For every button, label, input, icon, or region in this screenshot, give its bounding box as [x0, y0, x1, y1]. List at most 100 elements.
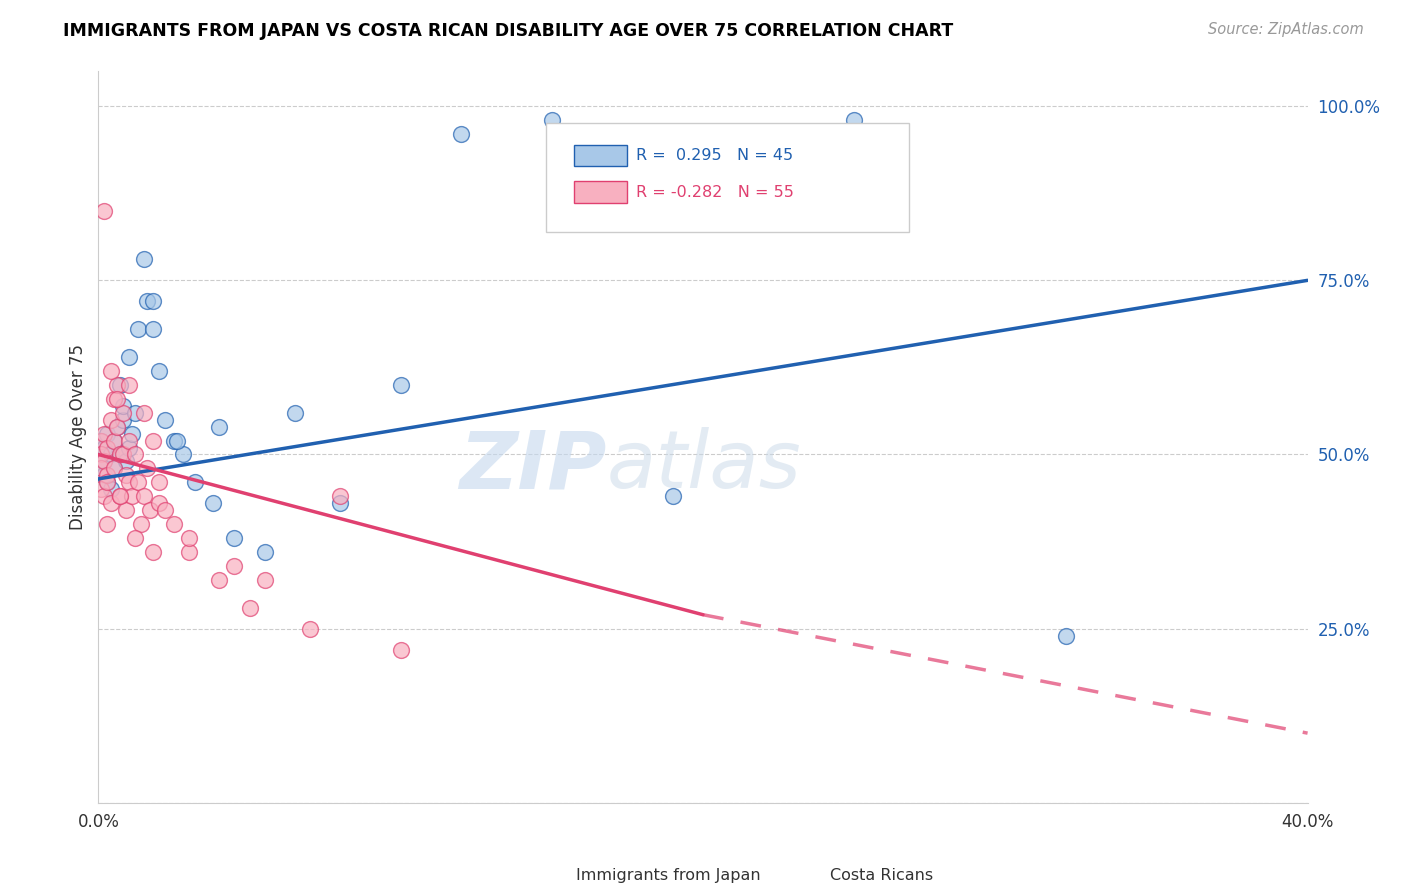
Point	[179, 531, 201, 545]
FancyBboxPatch shape	[519, 863, 568, 888]
Point	[184, 475, 207, 490]
Point	[153, 503, 176, 517]
Point	[132, 252, 155, 267]
Point	[114, 468, 136, 483]
Point	[253, 545, 276, 559]
Point	[93, 441, 115, 455]
Point	[540, 113, 562, 128]
Point	[105, 377, 128, 392]
Point	[389, 377, 412, 392]
Point	[96, 426, 118, 441]
Point	[96, 441, 118, 455]
Point	[105, 419, 128, 434]
Point	[132, 406, 155, 420]
Point	[103, 461, 125, 475]
Point	[208, 573, 231, 587]
Point	[124, 448, 146, 462]
Point	[844, 113, 866, 128]
Point	[1054, 629, 1077, 643]
Point	[105, 419, 128, 434]
Point	[179, 545, 201, 559]
FancyBboxPatch shape	[773, 863, 821, 888]
Point	[93, 454, 115, 468]
Point	[103, 434, 125, 448]
Point	[114, 503, 136, 517]
Point	[103, 392, 125, 406]
Point	[108, 448, 131, 462]
Point	[142, 294, 165, 309]
Point	[111, 448, 134, 462]
Point	[166, 434, 188, 448]
Point	[284, 406, 307, 420]
FancyBboxPatch shape	[574, 181, 627, 202]
Text: Immigrants from Japan: Immigrants from Japan	[576, 869, 761, 883]
Point	[108, 489, 131, 503]
Point	[118, 350, 141, 364]
Point	[93, 489, 115, 503]
Point	[96, 475, 118, 490]
Point	[224, 531, 246, 545]
Text: IMMIGRANTS FROM JAPAN VS COSTA RICAN DISABILITY AGE OVER 75 CORRELATION CHART: IMMIGRANTS FROM JAPAN VS COSTA RICAN DIS…	[63, 22, 953, 40]
Point	[142, 322, 165, 336]
Point	[172, 448, 194, 462]
Point	[118, 377, 141, 392]
Point	[100, 448, 122, 462]
Point	[100, 496, 122, 510]
Point	[118, 475, 141, 490]
Text: Costa Ricans: Costa Ricans	[830, 869, 934, 883]
Point	[121, 489, 143, 503]
Point	[93, 468, 115, 483]
Y-axis label: Disability Age Over 75: Disability Age Over 75	[69, 344, 87, 530]
Point	[100, 483, 122, 497]
Point	[153, 412, 176, 426]
Text: R = -0.282   N = 55: R = -0.282 N = 55	[637, 185, 794, 200]
Point	[90, 483, 112, 497]
Text: Source: ZipAtlas.com: Source: ZipAtlas.com	[1208, 22, 1364, 37]
Point	[208, 419, 231, 434]
Point	[111, 412, 134, 426]
Point	[148, 364, 170, 378]
Point	[163, 434, 186, 448]
Point	[163, 517, 186, 532]
Point	[108, 377, 131, 392]
Point	[100, 364, 122, 378]
Point	[121, 426, 143, 441]
Point	[118, 434, 141, 448]
Point	[105, 392, 128, 406]
Point	[239, 600, 262, 615]
Point	[129, 517, 152, 532]
FancyBboxPatch shape	[546, 122, 908, 232]
Point	[90, 461, 112, 475]
Point	[389, 642, 412, 657]
Point	[148, 475, 170, 490]
Point	[100, 412, 122, 426]
Point	[111, 406, 134, 420]
Point	[90, 461, 112, 475]
Point	[96, 517, 118, 532]
Point	[124, 531, 146, 545]
Point	[124, 406, 146, 420]
Text: ZIP: ZIP	[458, 427, 606, 506]
Point	[132, 489, 155, 503]
Text: R =  0.295   N = 45: R = 0.295 N = 45	[637, 148, 793, 163]
Point	[96, 475, 118, 490]
Point	[135, 461, 157, 475]
FancyBboxPatch shape	[574, 145, 627, 166]
Point	[139, 503, 162, 517]
Point	[202, 496, 225, 510]
Point	[661, 489, 683, 503]
Point	[329, 489, 352, 503]
Point	[135, 294, 157, 309]
Point	[108, 448, 131, 462]
Point	[90, 434, 112, 448]
Point	[142, 545, 165, 559]
Point	[111, 399, 134, 413]
Point	[127, 475, 149, 490]
Point	[118, 441, 141, 455]
Point	[329, 496, 352, 510]
Point	[90, 448, 112, 462]
Point	[103, 461, 125, 475]
Point	[142, 434, 165, 448]
Point	[96, 468, 118, 483]
Text: atlas: atlas	[606, 427, 801, 506]
